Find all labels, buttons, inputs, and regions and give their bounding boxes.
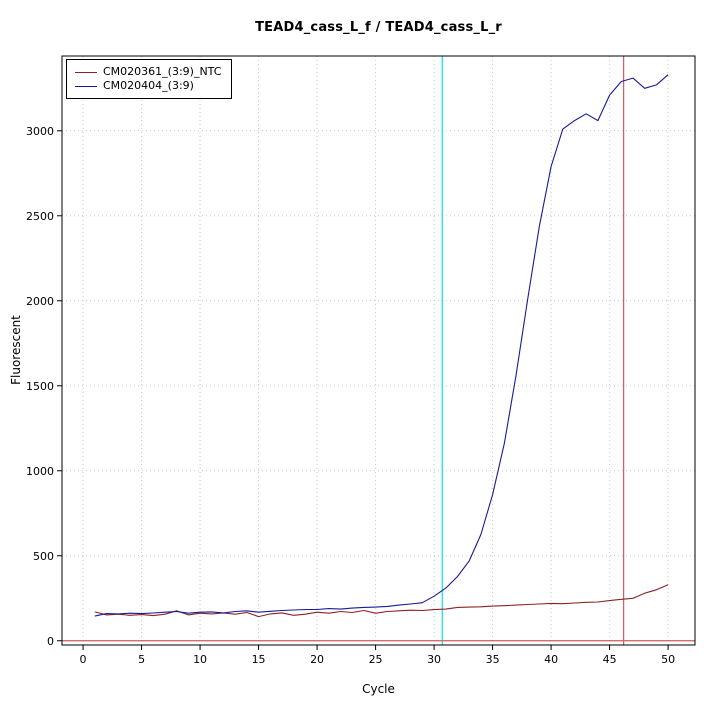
- x-tick-label: 35: [486, 653, 500, 666]
- y-tick-label: 1000: [26, 465, 54, 478]
- series-line-1: [94, 74, 669, 617]
- series-line-0: [94, 584, 669, 618]
- plot-border: [61, 55, 696, 646]
- legend-line-swatch-red: [75, 71, 97, 73]
- legend-item-sample: CM020404_(3:9): [75, 79, 221, 93]
- legend-label-sample: CM020404_(3:9): [103, 79, 194, 92]
- x-axis-label: Cycle: [362, 682, 395, 696]
- y-tick-label: 2000: [26, 295, 54, 308]
- chart-title: TEAD4_cass_L_f / TEAD4_cass_L_r: [255, 20, 502, 35]
- legend: CM020361_(3:9)_NTC CM020404_(3:9): [66, 59, 233, 99]
- y-tick-label: 1500: [26, 380, 54, 393]
- x-tick-label: 5: [138, 653, 145, 666]
- y-tick-label: 0: [47, 635, 54, 648]
- y-tick-label: 3000: [26, 125, 54, 138]
- x-tick-label: 0: [80, 653, 87, 666]
- x-tick-label: 10: [193, 653, 207, 666]
- y-tick-label: 500: [33, 550, 54, 563]
- legend-label-ntc: CM020361_(3:9)_NTC: [103, 65, 222, 78]
- x-tick-label: 45: [603, 653, 617, 666]
- x-tick-label: 20: [310, 653, 324, 666]
- x-tick-label: 40: [544, 653, 558, 666]
- x-tick-label: 30: [427, 653, 441, 666]
- legend-line-swatch-blue: [75, 85, 97, 87]
- legend-item-ntc: CM020361_(3:9)_NTC: [75, 65, 221, 79]
- y-tick-label: 2500: [26, 210, 54, 223]
- x-tick-label: 25: [369, 653, 383, 666]
- x-tick-label: 15: [252, 653, 266, 666]
- axis-ticks: 0 5 10 15 20 25 30 35 40 45 5005001000150020002500…: [26, 125, 675, 666]
- x-tick-label: 50: [661, 653, 675, 666]
- gridlines: [62, 56, 695, 645]
